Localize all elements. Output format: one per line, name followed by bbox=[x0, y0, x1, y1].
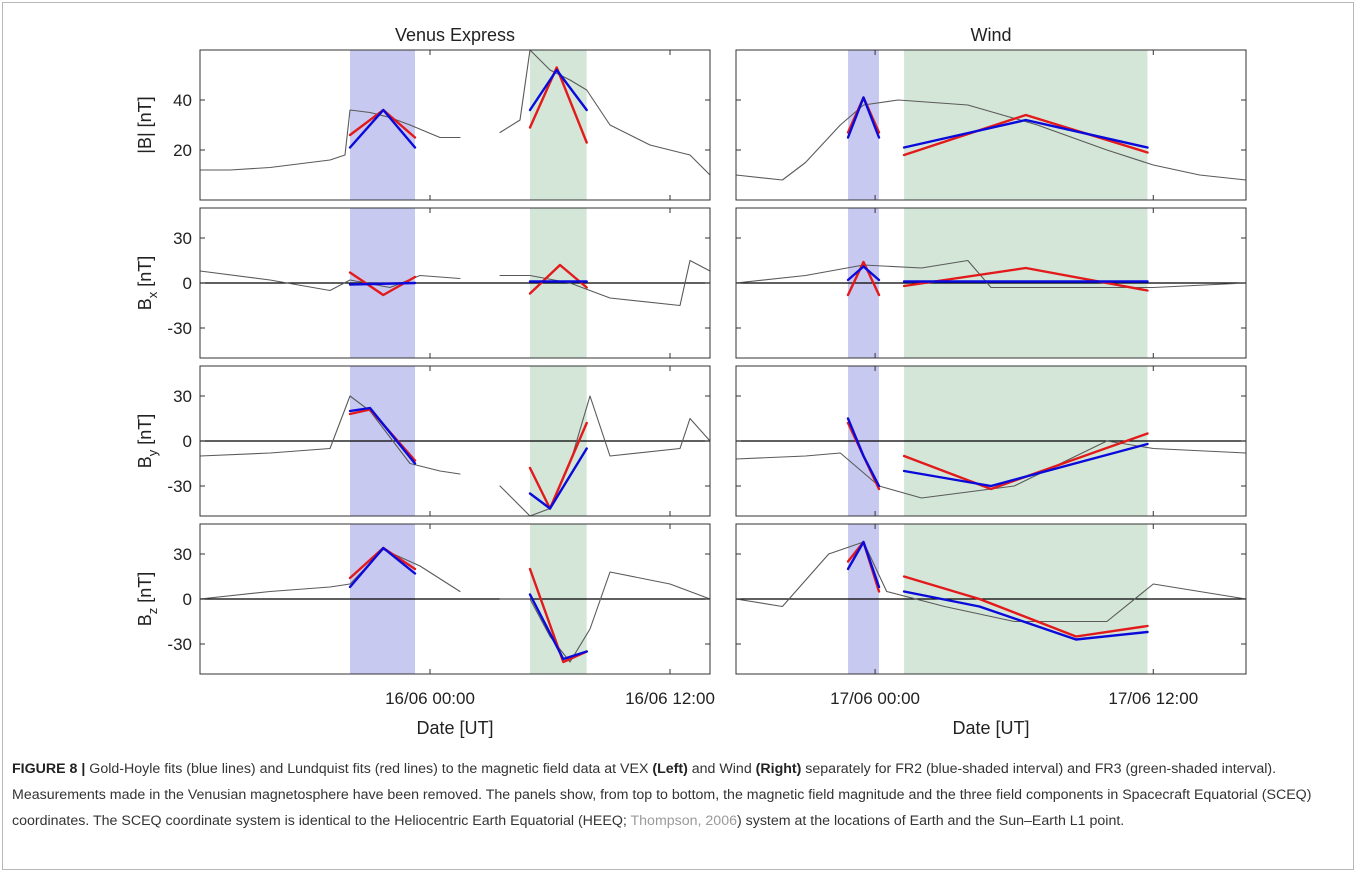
shading-fr3 bbox=[530, 50, 587, 200]
y-axis-label: Bx [nT] bbox=[135, 256, 160, 311]
y-axis-label: By [nT] bbox=[135, 414, 160, 469]
gold-hoyle-fit-segment-2 bbox=[902, 442, 1149, 488]
y-tick-label: 0 bbox=[183, 274, 192, 293]
data-trace-segment-1 bbox=[735, 259, 1247, 289]
lundquist-fit-segment-2 bbox=[902, 575, 1149, 638]
gold-hoyle-fit-segment-1 bbox=[846, 417, 881, 488]
data-trace-segment-1 bbox=[735, 541, 1247, 623]
x-tick-label: 17/06 00:00 bbox=[830, 689, 920, 708]
panel-vex-bz: 30 0 -30 16/06 00:00 16/06 12:00 Bz [nT] Date … bbox=[135, 523, 715, 738]
y-axis-label: |B| [nT] bbox=[135, 96, 155, 153]
gold-hoyle-fit-segment-2 bbox=[528, 593, 588, 661]
x-tick-label: 17/06 12:00 bbox=[1108, 689, 1198, 708]
figure-frame: 20 40 |B| [nT] Venus Express 30 0 -30 Bx [nT] 30… bbox=[2, 2, 1354, 870]
x-tick-label: 16/06 00:00 bbox=[385, 689, 475, 708]
x-axis-label: Date [UT] bbox=[952, 718, 1029, 738]
panel-wind-by bbox=[735, 365, 1247, 517]
caption-label: FIGURE 8 | bbox=[12, 761, 86, 777]
gold-hoyle-fit-segment-2 bbox=[528, 447, 588, 510]
y-tick-label: -30 bbox=[167, 319, 192, 338]
panel-wind-b: Wind bbox=[735, 25, 1247, 201]
gold-hoyle-fit-segment-2 bbox=[902, 590, 1149, 641]
axes-frame bbox=[199, 49, 711, 201]
panel-wind-bz: 17/06 00:00 17/06 12:00 Date [UT] bbox=[735, 523, 1247, 738]
data-trace-segment-2 bbox=[499, 571, 711, 663]
lundquist-fit-segment-2 bbox=[902, 432, 1149, 491]
x-tick-label: 16/06 12:00 bbox=[625, 689, 715, 708]
shading-fr2 bbox=[350, 50, 415, 200]
gold-hoyle-fit-segment-2 bbox=[528, 68, 588, 112]
y-tick-label: 30 bbox=[173, 545, 192, 564]
panel-title: Wind bbox=[970, 25, 1011, 45]
data-trace-segment-1 bbox=[735, 99, 1247, 181]
panel-vex-b: 20 40 |B| [nT] Venus Express bbox=[135, 25, 711, 201]
y-tick-label: 40 bbox=[173, 91, 192, 110]
data-trace-segment-2 bbox=[499, 259, 711, 307]
data-trace-segment-1 bbox=[199, 270, 461, 292]
panel-wind-bx bbox=[735, 207, 1247, 359]
gold-hoyle-fit-segment-1 bbox=[348, 406, 417, 465]
lundquist-fit-segment-2 bbox=[528, 66, 588, 144]
figure-caption: FIGURE 8 | Gold-Hoyle fits (blue lines) … bbox=[12, 756, 1354, 834]
x-axis-label: Date [UT] bbox=[416, 718, 493, 738]
caption-citation-link[interactable]: Thompson, 2006 bbox=[630, 813, 737, 829]
lundquist-fit-segment-1 bbox=[846, 260, 881, 297]
data-trace-segment-1 bbox=[199, 109, 461, 171]
data-trace-segment-2 bbox=[499, 395, 711, 517]
lundquist-fit-segment-2 bbox=[528, 263, 588, 295]
gold-hoyle-fit-segment-1 bbox=[348, 546, 417, 589]
lundquist-fit-segment-2 bbox=[902, 113, 1149, 157]
gold-hoyle-fit-segment-1 bbox=[348, 281, 417, 286]
panel-vex-bx: 30 0 -30 Bx [nT] bbox=[135, 207, 711, 359]
y-tick-label: -30 bbox=[167, 477, 192, 496]
caption-right: (Right) bbox=[755, 761, 802, 777]
data-trace-segment-2 bbox=[499, 49, 711, 176]
y-tick-label: -30 bbox=[167, 635, 192, 654]
shading-fr3 bbox=[904, 50, 1148, 200]
gold-hoyle-fit-segment-1 bbox=[348, 108, 417, 149]
y-tick-label: 0 bbox=[183, 590, 192, 609]
panel-title: Venus Express bbox=[395, 25, 515, 45]
data-trace-segment-1 bbox=[199, 548, 461, 600]
y-tick-label: 20 bbox=[173, 141, 192, 160]
y-tick-label: 0 bbox=[183, 432, 192, 451]
caption-text-2: and Wind bbox=[687, 761, 756, 777]
gold-hoyle-fit-segment-1 bbox=[846, 540, 881, 589]
y-axis-label: Bz [nT] bbox=[135, 572, 160, 627]
y-tick-label: 30 bbox=[173, 387, 192, 406]
lundquist-fit-segment-2 bbox=[902, 266, 1149, 292]
caption-left: (Left) bbox=[652, 761, 688, 777]
axes-frame bbox=[735, 49, 1247, 201]
gold-hoyle-fit-segment-1 bbox=[846, 265, 881, 282]
panel-vex-by: 30 0 -30 By [nT] bbox=[135, 365, 711, 517]
gold-hoyle-fit-segment-2 bbox=[902, 118, 1149, 149]
y-tick-label: 30 bbox=[173, 229, 192, 248]
caption-text-1: Gold-Hoyle fits (blue lines) and Lundqui… bbox=[85, 761, 653, 777]
data-trace-segment-1 bbox=[199, 395, 461, 475]
caption-text-3: separately for FR2 (blue-shaded interval… bbox=[12, 761, 1312, 829]
gold-hoyle-fit-segment-1 bbox=[846, 96, 881, 139]
caption-text-4: ) system at the locations of Earth and t… bbox=[736, 813, 1125, 829]
